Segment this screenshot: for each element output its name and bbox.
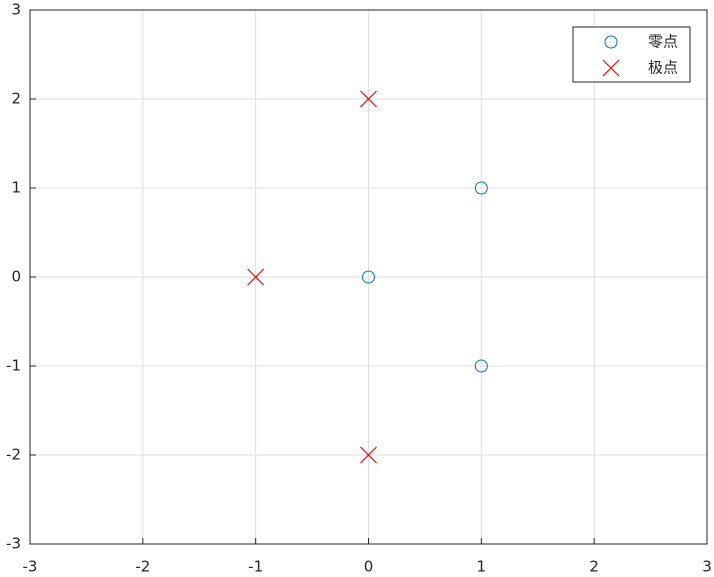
x-tick-label: 2: [589, 558, 599, 576]
marker-circle: [604, 35, 618, 49]
y-tick-label: -3: [6, 535, 21, 553]
marker-x: [602, 59, 620, 77]
x-tick-label: 1: [477, 558, 487, 576]
x-tick-label: -3: [23, 558, 38, 576]
marker-x: [360, 446, 377, 464]
y-tick-label: 1: [11, 179, 21, 197]
marker-x: [247, 268, 265, 286]
marker-circle: [474, 181, 488, 195]
marker-x: [360, 90, 377, 108]
marker-circle: [474, 359, 488, 373]
x-tick-label: 3: [702, 558, 712, 576]
y-tick-label: 0: [11, 268, 21, 286]
legend-label: 极点: [648, 59, 678, 77]
legend-box: [572, 26, 691, 83]
y-tick-label: 2: [11, 90, 21, 108]
marker-circle: [362, 270, 375, 284]
x-tick-label: 0: [364, 558, 374, 576]
y-tick-label: -1: [6, 357, 21, 375]
plot-frame: [29, 9, 708, 545]
x-tick-label: -1: [248, 558, 263, 576]
y-tick-label: -2: [6, 446, 21, 464]
legend-label: 零点: [648, 33, 678, 51]
x-tick-label: -2: [135, 558, 150, 576]
y-tick-label: 3: [11, 1, 21, 19]
